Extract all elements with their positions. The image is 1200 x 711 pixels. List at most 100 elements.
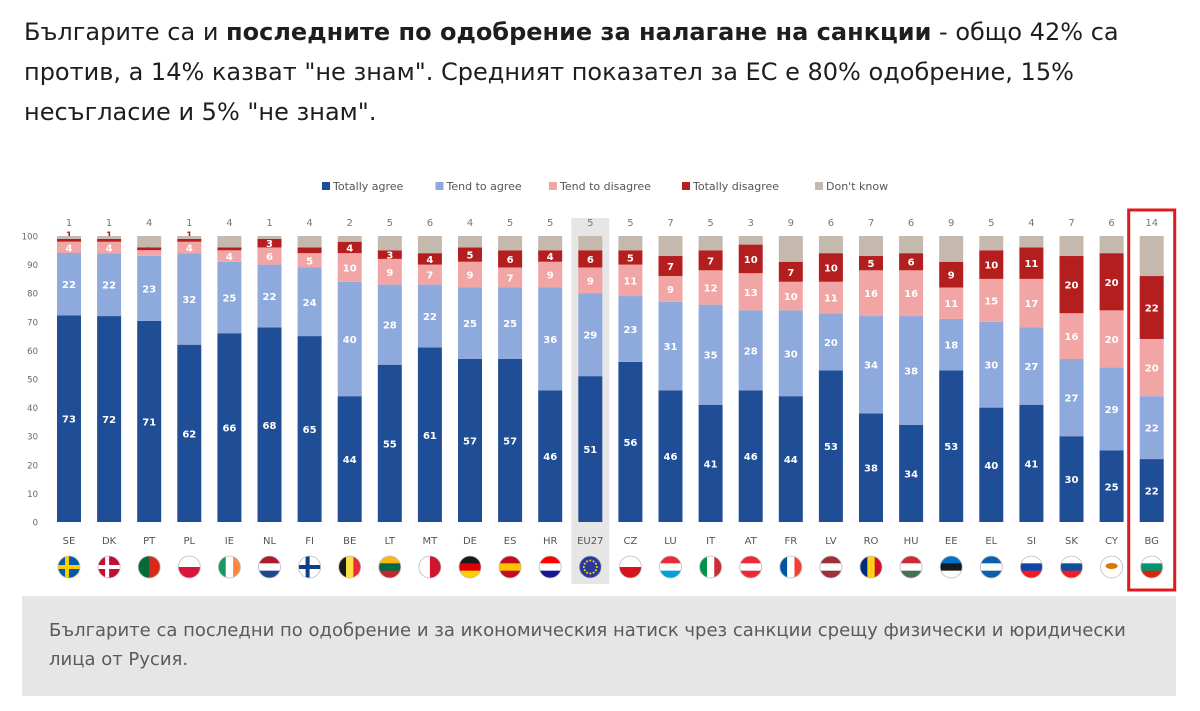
x-tick-label: BG (1144, 536, 1158, 547)
bar-segment (538, 261, 563, 288)
flag-body (619, 556, 642, 578)
flag-stripe (1060, 563, 1083, 571)
bar-segment (377, 258, 402, 285)
bar-value-label: 72 (102, 415, 116, 426)
flag-border (819, 555, 843, 579)
bar-value-label: 3 (748, 218, 754, 229)
bar-value-label: 4 (186, 243, 193, 254)
x-tick-label: EU27 (577, 536, 603, 547)
bar-segment (618, 361, 643, 522)
image-caption: Българите са последни по одобрение и за … (49, 620, 1126, 670)
bar-value-label: 25 (503, 319, 517, 330)
flag-border (97, 555, 121, 579)
flag-border (538, 555, 562, 579)
bar-value-label: 30 (984, 361, 998, 372)
flag-star (595, 566, 598, 568)
bar-value-label: 5 (547, 218, 553, 229)
bar-segment (257, 264, 282, 328)
flag-border (699, 555, 722, 579)
bar-segment (859, 316, 883, 414)
legend-swatch-2 (549, 182, 557, 190)
y-tick-label: 30 (27, 433, 38, 443)
bar-value-label: 22 (1145, 424, 1159, 435)
flag-body (258, 556, 281, 578)
flag-border (1020, 555, 1043, 579)
flag-stripe (699, 556, 708, 578)
flag-stripe (1140, 563, 1163, 571)
bar-segment (417, 253, 442, 265)
bar-segment (538, 390, 563, 522)
bar-segment (618, 296, 643, 362)
bar-value-label: 27 (1065, 394, 1079, 405)
bar-value-label: 23 (623, 325, 637, 336)
bar-segment (458, 287, 482, 359)
legend-label-2: Tend to disagree (559, 180, 651, 193)
bar-segment (979, 407, 1004, 522)
legend-label-0: Totally agree (332, 180, 404, 193)
bar-value-label: 6 (908, 218, 914, 229)
bar-segment (778, 236, 803, 262)
bar-value-label: 1 (186, 218, 192, 229)
flag-stripe (459, 570, 481, 578)
bar-segment (498, 287, 523, 359)
bar-value-label: 73 (62, 415, 76, 426)
bar-segment (217, 333, 242, 522)
estonia-flag-icon (939, 555, 963, 579)
bar-value-label: 46 (744, 452, 758, 463)
flag-stripe (459, 563, 481, 571)
spain-flag-icon (498, 555, 522, 579)
flag-stripe (1060, 556, 1083, 564)
flag-stripe (819, 570, 842, 578)
flag-body (58, 556, 80, 578)
bar-value-label: 10 (784, 292, 798, 303)
flag-body (980, 556, 1003, 578)
bar-segment (257, 238, 282, 248)
x-tick-label: FR (784, 536, 797, 547)
bar-segment (899, 270, 924, 317)
stacked-bar-chart: Totally agree Tend to agree Tend to disagr… (22, 180, 1177, 592)
bar-segment (337, 281, 362, 397)
bar-value-label: 40 (984, 461, 998, 472)
bar-value-label: 62 (182, 429, 196, 440)
flag-body (659, 556, 682, 578)
bar-segment (57, 241, 81, 253)
flag-cross-v (65, 556, 69, 578)
bar-segment (217, 247, 242, 251)
bar-segment (377, 236, 402, 251)
bar-value-label: 5 (306, 256, 313, 267)
bar-segment (57, 236, 81, 239)
flag-body (940, 556, 963, 578)
bar-value-label: 1 (106, 218, 112, 229)
flag-stripe (258, 556, 281, 564)
flag-body (1020, 556, 1043, 578)
flag-body (779, 556, 802, 578)
flag-border (258, 555, 281, 579)
bar-segment (1059, 313, 1084, 359)
bar-segment (1099, 253, 1124, 311)
bar-value-label: 7 (707, 256, 714, 267)
bar-value-label: 4 (426, 255, 433, 266)
bar-segment (498, 236, 523, 251)
bar-value-label: 6 (427, 218, 433, 229)
bar-segment (899, 316, 924, 425)
bar-segment (698, 270, 723, 305)
bar-value-label: 68 (263, 421, 277, 432)
bar-segment (498, 267, 523, 288)
flag-stripe (739, 570, 762, 578)
flag-body (579, 556, 602, 578)
flag-border (458, 555, 482, 579)
flag-star (583, 562, 586, 565)
bar-value-label: 7 (787, 268, 794, 279)
flag-star (586, 571, 589, 574)
romania-flag-icon (859, 555, 883, 579)
bar-value-label: 28 (383, 321, 397, 332)
bar-segment (97, 238, 122, 242)
flag-body (138, 556, 161, 578)
slovakia-flag-icon (1060, 555, 1083, 579)
bar-segment (337, 241, 362, 254)
bar-value-label: 29 (583, 331, 597, 342)
flag-stripe (900, 570, 923, 578)
bar-value-label: 4 (547, 252, 554, 263)
bar-value-label: 6 (1108, 218, 1114, 229)
flag-border (57, 555, 81, 579)
